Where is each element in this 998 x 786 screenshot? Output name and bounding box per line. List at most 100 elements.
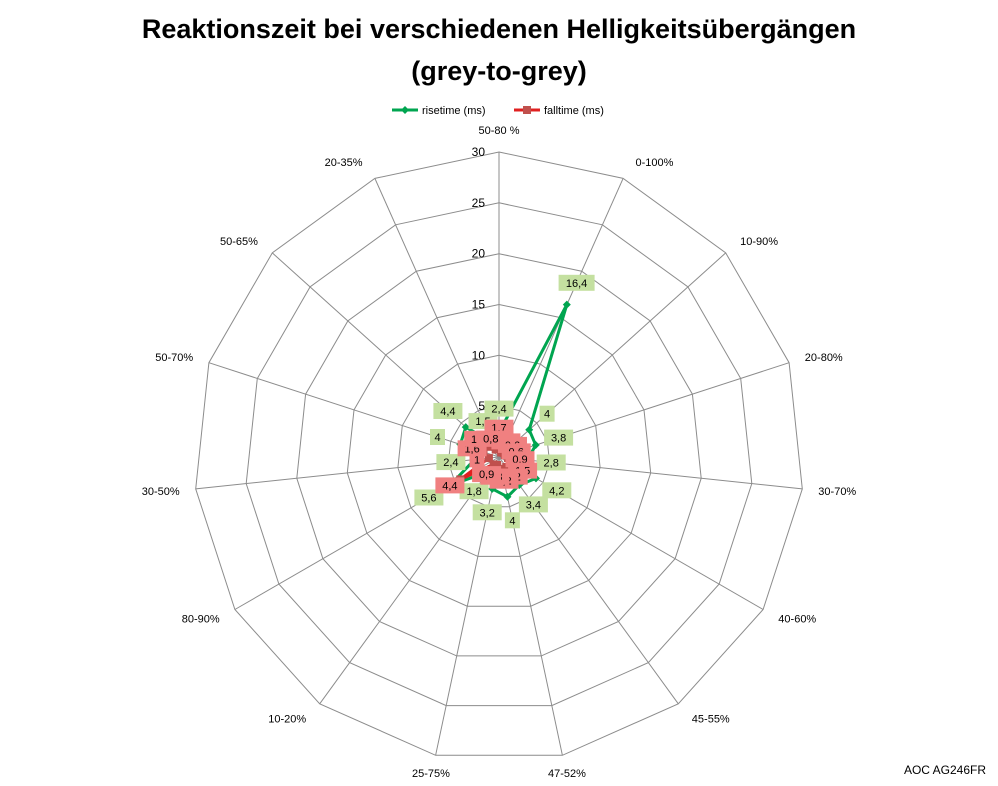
category-label: 10-90% xyxy=(740,236,778,248)
radial-tick-label: 30 xyxy=(472,145,486,159)
data-label-text: 4,2 xyxy=(549,485,564,497)
data-label-text: 0,8 xyxy=(483,434,498,446)
grid-spoke xyxy=(374,178,500,458)
data-label-bg xyxy=(476,430,506,447)
data-label-text: 2,4 xyxy=(491,404,506,416)
radial-tick-label: 20 xyxy=(472,247,486,261)
data-label-text: 4 xyxy=(509,515,515,527)
data-label-bg xyxy=(433,403,463,419)
legend-label: falltime (ms) xyxy=(544,105,604,117)
data-label-bg xyxy=(484,400,514,417)
data-label-text: 16,4 xyxy=(566,278,587,290)
data-label: 4,4 xyxy=(435,477,465,494)
data-label-bg xyxy=(472,466,502,483)
data-label-bg xyxy=(430,429,445,445)
grid-ring xyxy=(195,151,803,756)
data-label: 3,4 xyxy=(518,496,548,513)
series-line xyxy=(448,303,569,499)
data-label-bg xyxy=(542,482,572,499)
category-labels: 50-80 % 0-100% 10-90% 20-80% 30-70% 40-60% 45-… xyxy=(142,125,857,780)
category-label: 47-52% xyxy=(548,768,586,780)
data-label-bg xyxy=(459,483,489,500)
category-label: 50-70% xyxy=(155,352,193,364)
data-label: 4,4 xyxy=(433,403,463,419)
data-label-text: 4,4 xyxy=(440,406,455,418)
data-point xyxy=(525,425,534,434)
data-label-text: 5,6 xyxy=(421,493,436,505)
chart-title-line1: Reaktionszeit bei verschiedenen Helligke… xyxy=(141,14,857,44)
radial-tick-label: 25 xyxy=(472,196,486,210)
grid-spoke xyxy=(498,456,679,705)
category-label: 50-65% xyxy=(220,236,258,248)
data-label: 4 xyxy=(504,512,520,529)
data-point xyxy=(484,454,493,463)
data-label-text: 3,8 xyxy=(551,433,566,445)
data-label-text: 3,2 xyxy=(480,507,495,519)
category-label: 20-35% xyxy=(325,157,363,169)
data-label: 2,8 xyxy=(536,454,566,471)
radial-tick-label: 5 xyxy=(478,399,485,413)
data-label-text: 4 xyxy=(544,409,550,421)
category-label: 0-100% xyxy=(636,157,674,169)
data-label-bg xyxy=(504,512,520,529)
data-label: 5,6 xyxy=(414,489,444,506)
category-label: 40-60% xyxy=(778,614,816,626)
data-label-text: 4,4 xyxy=(442,480,457,492)
data-label-text: 4 xyxy=(434,432,440,444)
data-point xyxy=(491,445,500,454)
grid-ring xyxy=(346,303,652,607)
category-label: 30-70% xyxy=(818,486,856,498)
data-point xyxy=(503,492,512,501)
data-point xyxy=(461,423,470,432)
data-label-text: 2,8 xyxy=(544,458,559,470)
category-label: 45-55% xyxy=(692,713,730,725)
category-label: 30-50% xyxy=(142,486,180,498)
data-label: 0,9 xyxy=(472,466,502,483)
radial-tick-label: 15 xyxy=(472,298,486,312)
data-point xyxy=(531,441,540,450)
category-label: 20-80% xyxy=(805,352,843,364)
data-label-text: 0,9 xyxy=(479,469,494,481)
data-labels: 2,416,443,82,84,23,443,21,85,62,444,41,5… xyxy=(414,274,595,529)
data-label: 0,8 xyxy=(476,430,506,447)
category-label: 80-90% xyxy=(182,614,220,626)
data-label-text: 3,4 xyxy=(526,499,541,511)
data-label: 3,2 xyxy=(472,504,502,521)
legend-marker xyxy=(523,106,531,114)
data-label: 1,8 xyxy=(459,483,489,500)
radial-tick-label: 10 xyxy=(472,348,486,362)
data-label-text: 1,8 xyxy=(466,486,481,498)
grid-ring xyxy=(245,202,753,707)
data-label: 4 xyxy=(430,429,445,445)
data-label-bg xyxy=(544,429,574,446)
category-label: 50-80 % xyxy=(479,125,520,137)
legend-marker xyxy=(401,106,409,114)
data-label-text: 1 xyxy=(474,454,480,466)
data-label-bg xyxy=(435,477,465,494)
data-label: 4 xyxy=(539,405,555,422)
legend: risetime (ms) falltime (ms) xyxy=(392,105,604,117)
data-label-bg xyxy=(414,489,444,506)
grid-spoke xyxy=(498,252,727,458)
data-label-bg xyxy=(436,454,466,471)
data-label-bg xyxy=(518,496,548,513)
grid-ring xyxy=(397,354,601,557)
legend-label: risetime (ms) xyxy=(422,105,486,117)
data-point xyxy=(562,300,571,309)
data-label: 3,8 xyxy=(544,429,574,446)
data-label: 16,4 xyxy=(558,274,595,291)
grid-spoke xyxy=(498,456,764,610)
category-label: 25-75% xyxy=(412,768,450,780)
grid-spoke xyxy=(498,456,563,756)
data-label-bg xyxy=(536,454,566,471)
grid-spoke xyxy=(271,252,500,458)
data-label-text: 2,4 xyxy=(443,457,458,469)
grid-ring xyxy=(296,253,702,657)
chart-title: Reaktionszeit bei verschiedenen Helligke… xyxy=(0,8,998,92)
data-label-bg xyxy=(558,274,595,291)
data-label-bg xyxy=(539,405,555,422)
data-point xyxy=(489,460,498,469)
chart-title-line2: (grey-to-grey) xyxy=(411,56,587,86)
grid-spoke xyxy=(208,362,500,458)
